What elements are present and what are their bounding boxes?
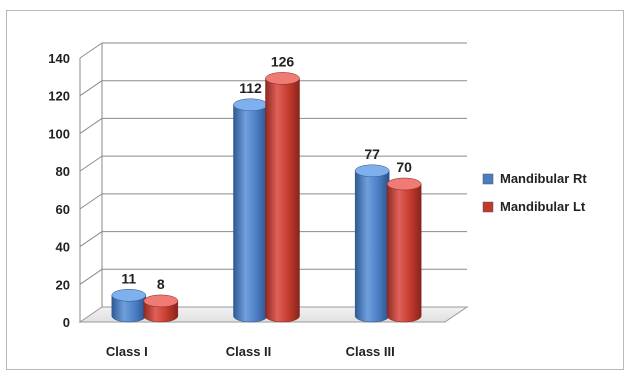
- y-tick-label: 100: [48, 126, 70, 141]
- bar-body: [233, 104, 268, 323]
- gridline-depth: [79, 118, 103, 134]
- legend-swatch: [482, 173, 494, 185]
- legend-item: Mandibular Rt: [482, 171, 587, 186]
- x-tick-label: Class III: [346, 344, 395, 359]
- bar-top: [111, 289, 147, 302]
- data-label: 112: [239, 80, 262, 96]
- y-tick-label: 60: [56, 202, 70, 217]
- data-label: 8: [157, 276, 165, 292]
- legend-label: Mandibular Rt: [500, 171, 587, 186]
- data-label: 70: [396, 159, 412, 175]
- axes: 0 20 40 60 80 100 120 140 Class I Class II Class I…: [48, 43, 395, 359]
- bars: [111, 72, 422, 323]
- gridline-depth: [79, 155, 103, 172]
- data-label: 126: [271, 53, 295, 69]
- bar: [143, 294, 179, 323]
- legend: Mandibular Rt Mandibular Lt: [482, 171, 587, 214]
- gridline-depth: [79, 80, 103, 97]
- legend-swatch: [482, 201, 494, 213]
- bar: [386, 177, 422, 323]
- data-labels: 11 8 112 126 77 70: [121, 53, 412, 292]
- bar-top: [265, 72, 300, 85]
- bar: [233, 98, 268, 323]
- y-tick-label: 140: [48, 51, 70, 66]
- gridline-depth: [79, 193, 103, 210]
- gridline-depth: [79, 268, 103, 285]
- bar-top: [143, 294, 179, 308]
- bar-body: [386, 183, 422, 323]
- bar-body: [265, 78, 300, 323]
- legend-item: Mandibular Lt: [482, 199, 586, 214]
- bar-top: [354, 164, 390, 178]
- gridline-depth: [79, 42, 103, 59]
- bar: [265, 72, 300, 323]
- y-tick-label: 20: [56, 277, 70, 292]
- bar-top: [386, 177, 422, 191]
- x-tick-label: Class II: [226, 344, 272, 359]
- data-label: 77: [364, 146, 380, 162]
- y-tick-label: 80: [56, 164, 70, 179]
- data-label: 11: [121, 270, 136, 286]
- y-tick-label: 0: [63, 315, 70, 330]
- bar-body: [354, 170, 390, 323]
- bar: [111, 289, 147, 323]
- bar-top: [233, 98, 268, 112]
- y-tick-label: 120: [48, 89, 70, 104]
- legend-label: Mandibular Lt: [500, 199, 586, 214]
- y-tick-label: 40: [56, 240, 70, 255]
- gridline-depth: [79, 231, 103, 247]
- x-tick-label: Class I: [106, 344, 148, 359]
- bar: [354, 164, 390, 323]
